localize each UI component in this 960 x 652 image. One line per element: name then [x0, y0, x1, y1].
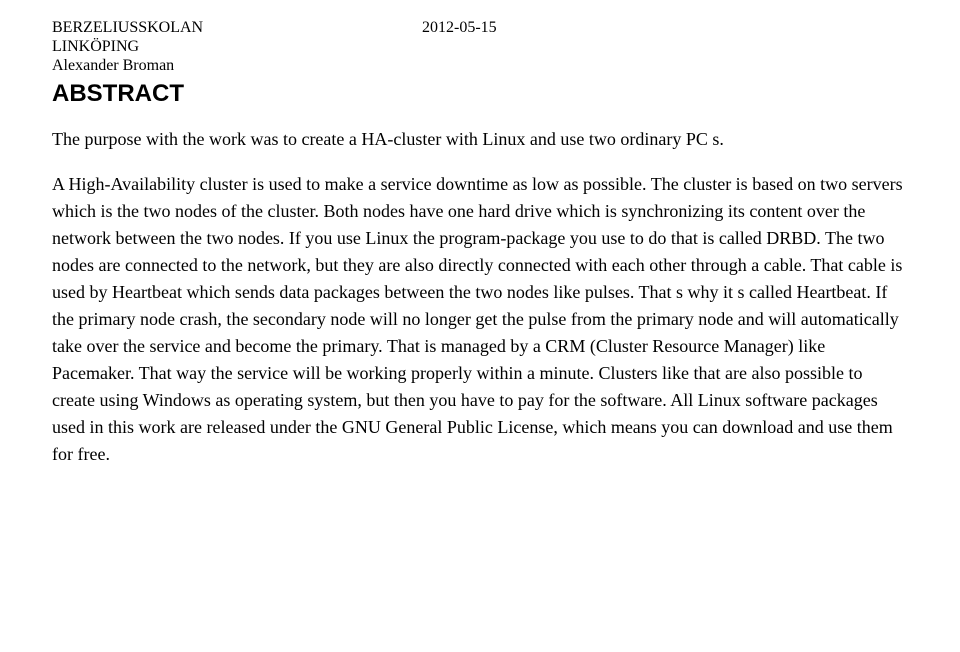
abstract-paragraph-1: The purpose with the work was to create …: [52, 126, 908, 153]
document-title: ABSTRACT: [52, 80, 908, 108]
header-date: 2012-05-15: [422, 18, 497, 37]
document-page: BERZELIUSSKOLAN 2012-05-15 LINKÖPING Ale…: [0, 0, 960, 468]
header-city: LINKÖPING: [52, 37, 908, 56]
header-row-1: BERZELIUSSKOLAN 2012-05-15: [52, 18, 908, 37]
abstract-paragraph-2: A High-Availability cluster is used to m…: [52, 171, 908, 468]
header-author: Alexander Broman: [52, 56, 908, 75]
header-institution: BERZELIUSSKOLAN: [52, 18, 422, 37]
